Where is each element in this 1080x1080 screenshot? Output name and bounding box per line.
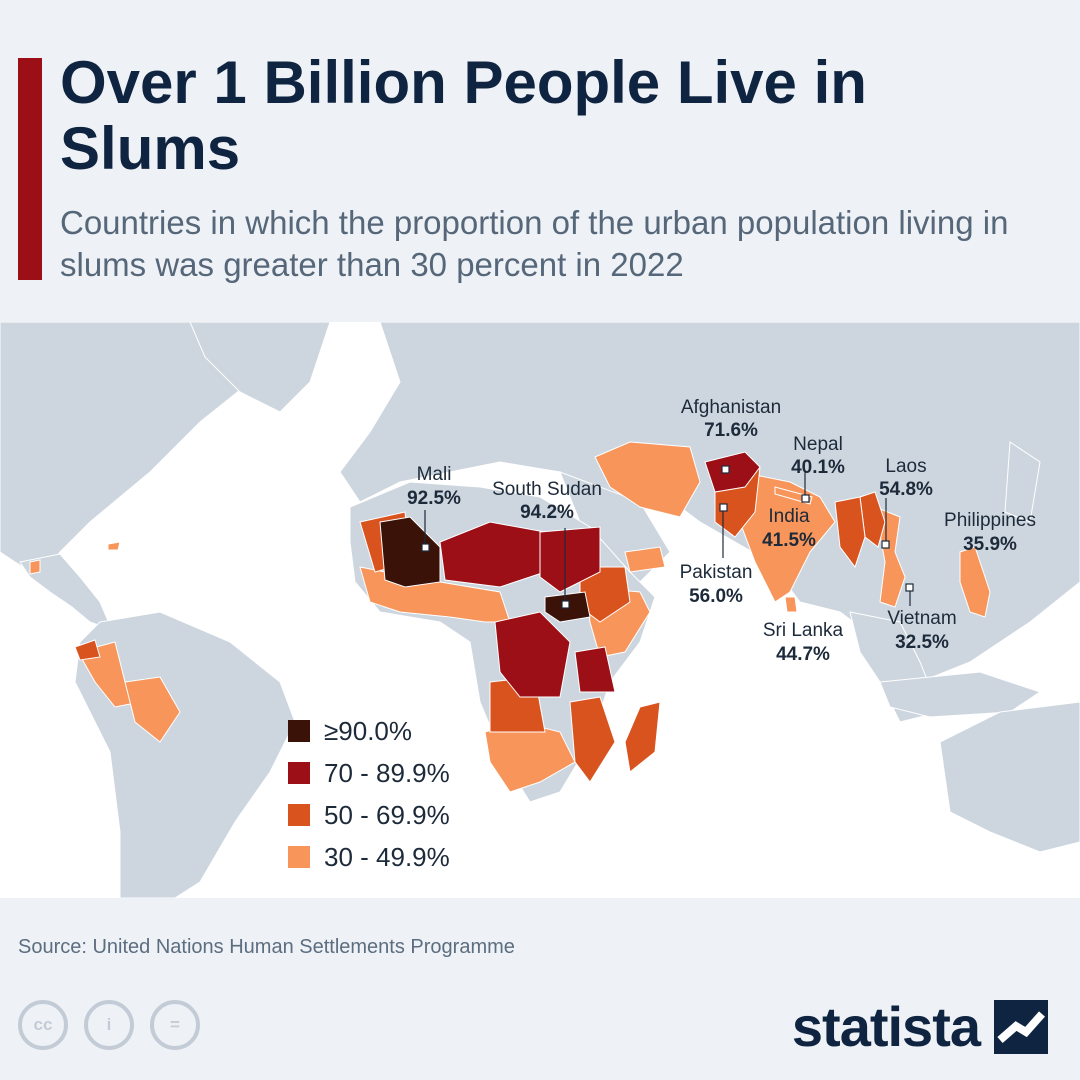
label-south-sudan-name: South Sudan — [492, 479, 602, 500]
label-mali-value: 92.5% — [407, 488, 461, 509]
label-nepal-value: 40.1% — [791, 457, 845, 478]
license-icons: cc i = — [18, 1000, 216, 1050]
page-title: Over 1 Billion People Live in Slums — [60, 49, 867, 182]
label-pakistan-name: Pakistan — [680, 562, 753, 583]
label-india-name: India — [768, 506, 810, 527]
header: Over 1 Billion People Live in Slums Coun… — [0, 0, 1080, 322]
region-central-africa — [494, 611, 571, 698]
land-greenland — [189, 322, 331, 413]
legend-swatch — [288, 804, 310, 826]
title-accent-bar — [18, 58, 42, 280]
region-afghanistan — [704, 451, 761, 493]
marker-pakistan — [719, 503, 728, 512]
country-labels: Afghanistan 71.6% Nepal 40.1% Laos 54.8%… — [407, 397, 1036, 665]
label-philippines-value: 35.9% — [963, 534, 1017, 555]
region-philippines — [959, 546, 991, 618]
region-sudan — [539, 526, 601, 593]
region-haiti — [107, 541, 121, 551]
no-derivatives-icon[interactable]: = — [150, 1000, 200, 1050]
label-afghanistan-value: 71.6% — [704, 420, 758, 441]
land-japan — [1004, 441, 1041, 523]
label-india-value: 41.5% — [762, 530, 816, 551]
marker-afghanistan — [721, 465, 730, 474]
land-australia — [939, 701, 1080, 853]
label-pakistan-value: 56.0% — [689, 586, 743, 607]
markers — [421, 465, 914, 609]
legend-swatch — [288, 846, 310, 868]
attribution-icon[interactable]: i — [84, 1000, 134, 1050]
legend-item: 70 - 89.9% — [288, 752, 488, 794]
region-central-america-spot — [29, 559, 41, 575]
legend-label: 50 - 69.9% — [324, 799, 450, 830]
legend-item: 50 - 69.9% — [288, 794, 488, 836]
label-sri-lanka-value: 44.7% — [776, 644, 830, 665]
region-bolivia — [124, 676, 181, 743]
marker-south-sudan — [561, 600, 570, 609]
logo-wordmark: statista — [791, 995, 981, 1058]
source-text: Source: United Nations Human Settlements… — [18, 936, 515, 958]
world-map: Afghanistan 71.6% Nepal 40.1% Laos 54.8%… — [0, 322, 1080, 898]
legend-swatch — [288, 762, 310, 784]
legend-label: ≥90.0% — [324, 715, 412, 746]
region-myanmar — [834, 496, 866, 569]
region-ecuador — [74, 639, 101, 661]
marker-laos — [881, 540, 890, 549]
marker-nepal — [801, 494, 810, 503]
marker-mali — [421, 543, 430, 552]
label-sri-lanka-name: Sri Lanka — [763, 620, 844, 641]
label-laos-name: Laos — [885, 456, 926, 477]
legend-label: 70 - 89.9% — [324, 757, 450, 788]
region-sri-lanka — [784, 596, 798, 613]
region-yemen — [624, 546, 666, 573]
label-south-sudan-value: 94.2% — [520, 502, 574, 523]
region-madagascar — [624, 701, 661, 773]
region-mozambique — [569, 696, 616, 783]
map-svg: Afghanistan 71.6% Nepal 40.1% Laos 54.8%… — [0, 322, 1080, 898]
label-mali-name: Mali — [417, 464, 452, 485]
map-legend: ≥90.0% 70 - 89.9% 50 - 69.9% 30 - 49.9% — [288, 710, 488, 878]
label-vietnam-value: 32.5% — [895, 632, 949, 653]
label-afghanistan-name: Afghanistan — [681, 397, 781, 418]
statista-logo[interactable]: statista — [792, 994, 1048, 1059]
legend-item: 30 - 49.9% — [288, 836, 488, 878]
region-tanzania — [574, 646, 616, 693]
label-laos-value: 54.8% — [879, 479, 933, 500]
legend-item: ≥90.0% — [288, 710, 488, 752]
band-70-89-countries — [439, 451, 761, 698]
cc-icon[interactable]: cc — [18, 1000, 68, 1050]
label-vietnam-name: Vietnam — [887, 608, 956, 629]
marker-vietnam — [905, 583, 914, 592]
label-philippines-name: Philippines — [944, 510, 1036, 531]
page-subtitle: Countries in which the proportion of the… — [60, 204, 1009, 283]
region-iran-iraq — [594, 441, 701, 518]
legend-swatch — [288, 720, 310, 742]
statista-logo-icon — [994, 999, 1048, 1054]
legend-label: 30 - 49.9% — [324, 841, 450, 872]
label-nepal-name: Nepal — [793, 434, 843, 455]
